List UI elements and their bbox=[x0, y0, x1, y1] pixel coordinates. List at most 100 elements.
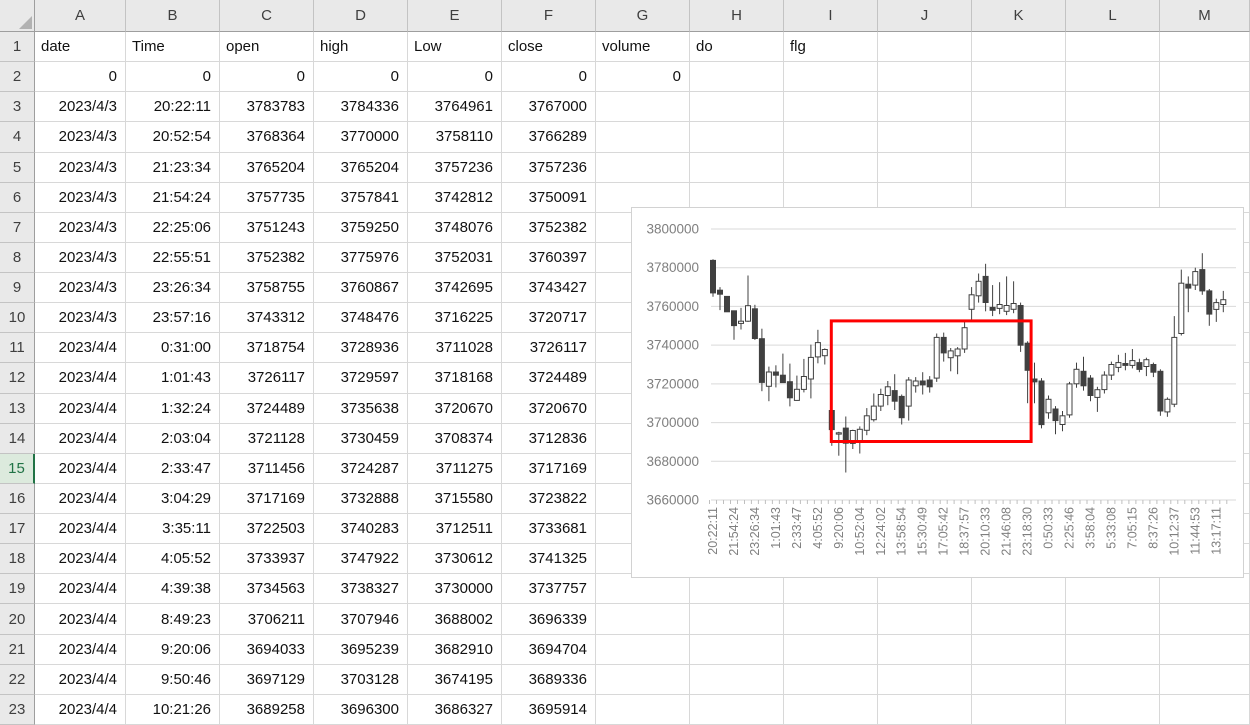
row-header-10[interactable]: 10 bbox=[0, 303, 35, 334]
row-header-19[interactable]: 19 bbox=[0, 574, 35, 605]
cell-F11[interactable]: 3726117 bbox=[502, 333, 596, 364]
row-header-4[interactable]: 4 bbox=[0, 122, 35, 153]
cell-K22[interactable] bbox=[972, 664, 1066, 695]
cell-I5[interactable] bbox=[784, 152, 878, 183]
column-header-J[interactable]: J bbox=[878, 0, 972, 32]
cell-B10[interactable]: 23:57:16 bbox=[126, 303, 220, 334]
cell-I23[interactable] bbox=[784, 694, 878, 725]
cell-E15[interactable]: 3711275 bbox=[408, 453, 502, 484]
cell-D17[interactable]: 3740283 bbox=[314, 514, 408, 545]
cell-J21[interactable] bbox=[878, 634, 972, 665]
cell-B19[interactable]: 4:39:38 bbox=[126, 574, 220, 605]
cell-B16[interactable]: 3:04:29 bbox=[126, 483, 220, 515]
cell-D4[interactable]: 3770000 bbox=[314, 122, 408, 153]
cell-C17[interactable]: 3722503 bbox=[220, 514, 314, 545]
row-header-6[interactable]: 6 bbox=[0, 182, 35, 213]
cell-I2[interactable] bbox=[784, 62, 878, 93]
cell-F14[interactable]: 3712836 bbox=[502, 423, 596, 454]
cell-M22[interactable] bbox=[1160, 664, 1250, 695]
cell-A13[interactable]: 2023/4/4 bbox=[35, 393, 126, 424]
cell-M1[interactable] bbox=[1160, 32, 1250, 63]
row-header-1[interactable]: 1 bbox=[0, 32, 35, 63]
cell-J5[interactable] bbox=[878, 152, 972, 183]
cell-F9[interactable]: 3743427 bbox=[502, 273, 596, 304]
cell-D11[interactable]: 3728936 bbox=[314, 333, 408, 364]
cell-C15[interactable]: 3711456 bbox=[220, 453, 314, 484]
cell-B18[interactable]: 4:05:52 bbox=[126, 544, 220, 575]
cell-D8[interactable]: 3775976 bbox=[314, 242, 408, 274]
cell-L23[interactable] bbox=[1066, 694, 1160, 725]
cell-H21[interactable] bbox=[690, 634, 784, 665]
cell-C22[interactable]: 3697129 bbox=[220, 664, 314, 695]
cell-B15[interactable]: 2:33:47 bbox=[126, 453, 220, 484]
cell-F18[interactable]: 3741325 bbox=[502, 544, 596, 575]
cell-C11[interactable]: 3718754 bbox=[220, 333, 314, 364]
cell-M21[interactable] bbox=[1160, 634, 1250, 665]
cell-C16[interactable]: 3717169 bbox=[220, 483, 314, 515]
cell-C19[interactable]: 3734563 bbox=[220, 574, 314, 605]
cell-E12[interactable]: 3718168 bbox=[408, 363, 502, 394]
cell-I4[interactable] bbox=[784, 122, 878, 153]
cell-D22[interactable]: 3703128 bbox=[314, 664, 408, 695]
column-header-C[interactable]: C bbox=[220, 0, 314, 32]
cell-D7[interactable]: 3759250 bbox=[314, 212, 408, 243]
column-header-M[interactable]: M bbox=[1160, 0, 1250, 32]
row-header-15[interactable]: 15 bbox=[0, 453, 35, 484]
cell-I21[interactable] bbox=[784, 634, 878, 665]
cell-C9[interactable]: 3758755 bbox=[220, 273, 314, 304]
cell-G22[interactable] bbox=[596, 664, 690, 695]
cell-A19[interactable]: 2023/4/4 bbox=[35, 574, 126, 605]
cell-L2[interactable] bbox=[1066, 62, 1160, 93]
chart[interactable]: 3800000 3780000 3760000 3740000 3720000 37000… bbox=[631, 207, 1244, 578]
cell-E13[interactable]: 3720670 bbox=[408, 393, 502, 424]
cell-A5[interactable]: 2023/4/3 bbox=[35, 152, 126, 183]
cell-E20[interactable]: 3688002 bbox=[408, 604, 502, 635]
cell-B12[interactable]: 1:01:43 bbox=[126, 363, 220, 394]
cell-D6[interactable]: 3757841 bbox=[314, 182, 408, 213]
cell-G1[interactable]: volume bbox=[596, 32, 690, 63]
cell-A3[interactable]: 2023/4/3 bbox=[35, 92, 126, 123]
cell-E10[interactable]: 3716225 bbox=[408, 303, 502, 334]
annotation-red-box[interactable] bbox=[829, 319, 1033, 443]
cell-A23[interactable]: 2023/4/4 bbox=[35, 694, 126, 725]
cell-G20[interactable] bbox=[596, 604, 690, 635]
cell-F1[interactable]: close bbox=[502, 32, 596, 63]
cell-I20[interactable] bbox=[784, 604, 878, 635]
cell-B21[interactable]: 9:20:06 bbox=[126, 634, 220, 665]
cell-A18[interactable]: 2023/4/4 bbox=[35, 544, 126, 575]
cell-C4[interactable]: 3768364 bbox=[220, 122, 314, 153]
cell-B20[interactable]: 8:49:23 bbox=[126, 604, 220, 635]
row-header-3[interactable]: 3 bbox=[0, 92, 35, 123]
cell-H22[interactable] bbox=[690, 664, 784, 695]
row-header-14[interactable]: 14 bbox=[0, 423, 35, 454]
row-header-2[interactable]: 2 bbox=[0, 62, 35, 93]
cell-F10[interactable]: 3720717 bbox=[502, 303, 596, 334]
cell-D1[interactable]: high bbox=[314, 32, 408, 63]
cell-C3[interactable]: 3783783 bbox=[220, 92, 314, 123]
cell-K2[interactable] bbox=[972, 62, 1066, 93]
cell-D18[interactable]: 3747922 bbox=[314, 544, 408, 575]
cell-E19[interactable]: 3730000 bbox=[408, 574, 502, 605]
cell-A15[interactable]: 2023/4/4 bbox=[35, 453, 126, 484]
cell-M5[interactable] bbox=[1160, 152, 1250, 183]
column-header-B[interactable]: B bbox=[126, 0, 220, 32]
cell-F19[interactable]: 3737757 bbox=[502, 574, 596, 605]
cell-A8[interactable]: 2023/4/3 bbox=[35, 242, 126, 274]
cell-A4[interactable]: 2023/4/3 bbox=[35, 122, 126, 153]
cell-D2[interactable]: 0 bbox=[314, 62, 408, 93]
cell-E8[interactable]: 3752031 bbox=[408, 242, 502, 274]
cell-H1[interactable]: do bbox=[690, 32, 784, 63]
cell-H20[interactable] bbox=[690, 604, 784, 635]
cell-B4[interactable]: 20:52:54 bbox=[126, 122, 220, 153]
cell-A17[interactable]: 2023/4/4 bbox=[35, 514, 126, 545]
cell-G23[interactable] bbox=[596, 694, 690, 725]
cell-D23[interactable]: 3696300 bbox=[314, 694, 408, 725]
row-header-22[interactable]: 22 bbox=[0, 664, 35, 695]
cell-L3[interactable] bbox=[1066, 92, 1160, 123]
cell-E23[interactable]: 3686327 bbox=[408, 694, 502, 725]
cell-A20[interactable]: 2023/4/4 bbox=[35, 604, 126, 635]
cell-I3[interactable] bbox=[784, 92, 878, 123]
cell-B9[interactable]: 23:26:34 bbox=[126, 273, 220, 304]
cell-G21[interactable] bbox=[596, 634, 690, 665]
cell-M20[interactable] bbox=[1160, 604, 1250, 635]
